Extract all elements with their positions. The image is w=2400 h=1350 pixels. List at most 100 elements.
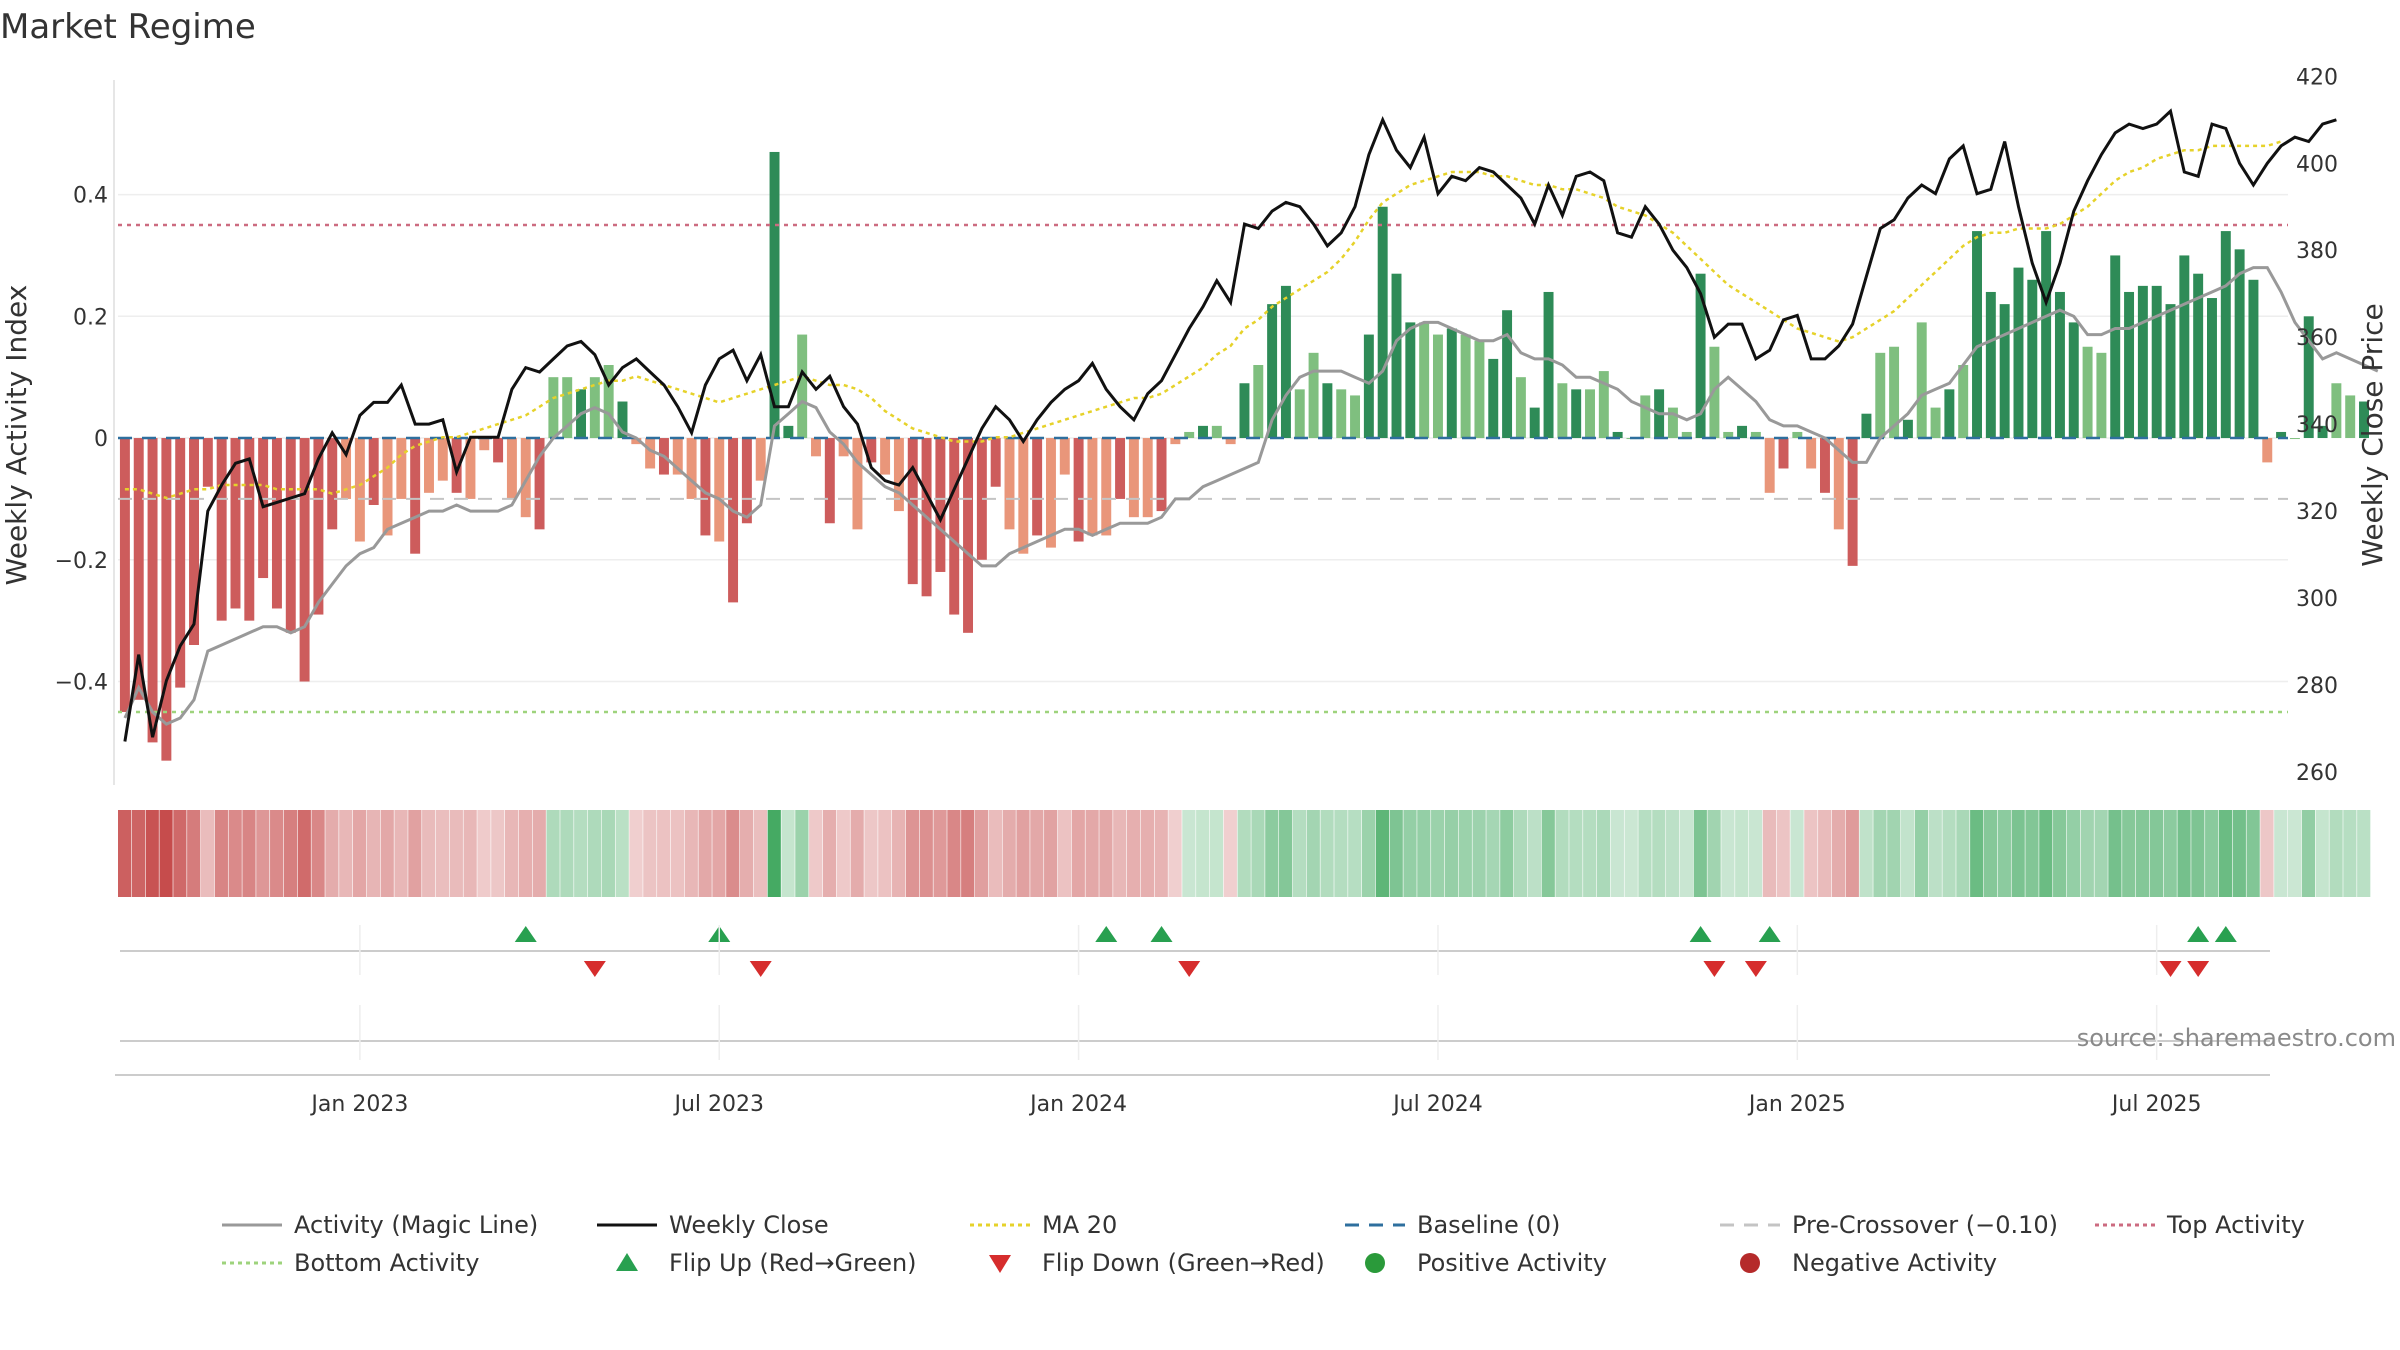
heat-cell [1182,810,1196,897]
heat-cell [2039,810,2053,897]
heat-cell [560,810,574,897]
activity-bar [1972,231,1982,439]
heat-cell [1845,810,1859,897]
heat-cell [297,810,311,897]
flip-down-marker [1744,961,1767,977]
heat-cell [1859,810,1873,897]
activity-bar [2054,291,2065,439]
heat-cell [1983,810,1998,897]
activity-bar [1350,395,1361,439]
activity-bar [1916,322,1927,439]
heat-cell [1997,810,2011,897]
legend-swatch [989,1255,1011,1273]
heat-cell [2218,810,2233,897]
heat-cell [1513,810,1528,897]
heat-cell [187,810,201,897]
y2-tick-label: 380 [2296,239,2338,264]
heat-cell [2274,810,2288,897]
heat-cell [822,810,837,897]
heat-cell [1679,810,1694,897]
heat-cell [1306,810,1320,897]
activity-bar [1474,340,1485,439]
heat-cell [159,810,173,897]
activity-bar [1225,438,1236,445]
flip-down-marker [2159,961,2182,977]
heat-cell [698,810,712,897]
y2-tick-label: 300 [2296,587,2338,612]
heat-cell [518,810,533,897]
heat-cell [1209,810,1224,897]
heat-cell [767,810,781,897]
activity-bar [1750,431,1761,439]
y-tick-label: −0.4 [55,671,108,696]
activity-bar [506,438,517,499]
activity-bar [1930,407,1941,439]
activity-bar [1377,206,1388,439]
activity-bar [1640,395,1651,439]
legend-label: Flip Up (Red→Green) [669,1249,917,1277]
activity-bar [1156,438,1167,512]
heat-cell [961,810,975,897]
heat-cell [1016,810,1030,897]
heat-cell [435,810,450,897]
activity-bar [2207,298,2217,439]
heat-cell [781,810,795,897]
activity-bar [202,438,213,487]
heat-cell [145,810,159,897]
heat-cell [1638,810,1652,897]
heat-cell [1030,810,1044,897]
activity-bar [1571,389,1582,439]
heat-cell [670,810,685,897]
heat-cell [1569,810,1583,897]
activity-bar [2193,273,2204,439]
heat-cell [2343,810,2357,897]
activity-bar [189,438,199,645]
heat-cell [1154,810,1168,897]
activity-bar [175,438,186,688]
flip-down-marker [583,961,606,977]
y2-tick-label: 400 [2296,152,2338,177]
activity-bar [1267,304,1278,439]
activity-bar [2345,395,2356,439]
legend-swatch [1740,1253,1760,1273]
flip-down-marker [2187,961,2210,977]
activity-bar [382,438,393,536]
activity-bar [2096,352,2107,439]
heat-cell [1044,810,1058,897]
activity-bar [1391,273,1402,439]
heat-cell [477,810,491,897]
heat-cell [1914,810,1929,897]
activity-bar [1958,365,1969,439]
activity-bar [285,438,296,633]
activity-bar [2262,438,2273,463]
activity-bar [437,438,448,481]
activity-bar [1681,431,1692,439]
activity-bar [755,438,766,481]
heat-cell [1444,810,1459,897]
heat-cell [2025,810,2039,897]
activity-bar [2276,431,2287,439]
flip-up-marker [2214,926,2237,942]
x-tick-label: Jul 2023 [672,1092,764,1117]
activity-bar [1253,365,1264,439]
activity-bar [161,438,172,761]
heat-cell [449,810,463,897]
activity-bar [1737,425,1748,439]
activity-bar [1847,438,1858,566]
activity-bar [2234,249,2245,439]
activity-bar [562,377,573,439]
heat-cell [1320,810,1334,897]
activity-bar [1543,291,1554,439]
heat-cell [173,810,187,897]
weekly-close-line [123,108,2337,742]
activity-bar [1032,438,1043,536]
heat-cell [864,810,878,897]
heat-cell [1375,810,1389,897]
legend-label: Flip Down (Green→Red) [1042,1249,1325,1277]
heat-cell [1140,810,1155,897]
legend-label: Weekly Close [669,1211,829,1239]
y2-tick-label: 260 [2296,761,2338,786]
heat-cell [712,810,726,897]
heat-cell [1389,810,1403,897]
